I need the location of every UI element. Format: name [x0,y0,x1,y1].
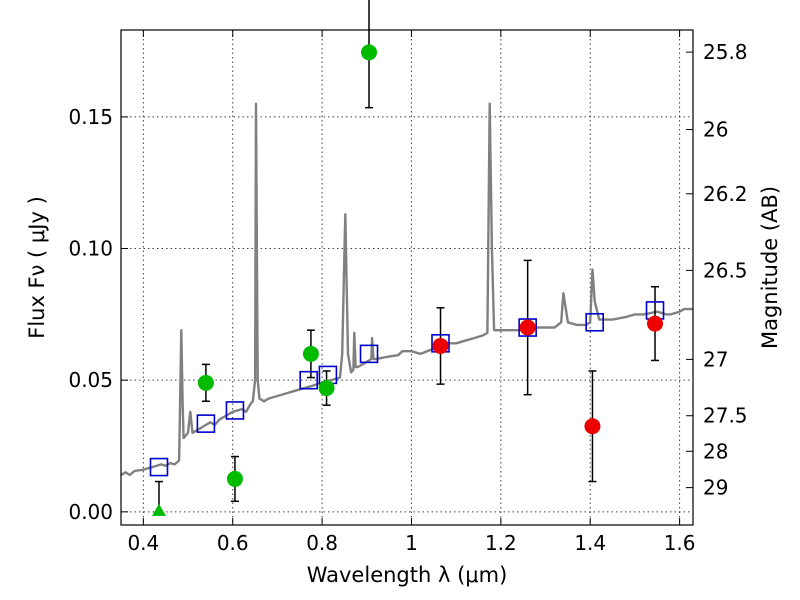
marker-layer [149,44,665,516]
y-tick-label: 0.10 [68,237,113,261]
y2-axis-label: Magnitude (AB) [758,186,782,349]
grid-lines [121,30,693,525]
y2-tick-label: 28 [703,439,728,463]
x-tick-label: 0.8 [306,531,338,555]
y-tick-label: 0.15 [68,105,113,129]
errorbar-layer [154,0,660,512]
optical-photometry-point [226,470,243,487]
model-square [585,312,604,332]
upper-limit-triangle [151,503,166,516]
x-tick-label: 0.4 [127,531,159,555]
x-tick-label: 1.4 [574,531,606,555]
y2-tick-label: 27.5 [703,404,748,428]
model-square [196,414,216,433]
optical-photometry-point [361,44,378,61]
x-tick-label: 1.6 [664,531,696,555]
tick-layer: 0.4 0.6 0.8 1 1.2 1.4 1.6 0.00 0.05 0.10 0.15 25.8 2… [68,30,748,555]
model-square [225,401,245,420]
y-tick-label: 0.00 [68,500,113,524]
y2-tick-label: 25.8 [703,40,748,64]
model-square [149,457,169,477]
ir-photometry-point [647,315,664,332]
y-axis-label: Flux Fν ( μJy ) [25,196,49,339]
y2-tick-label: 27 [703,347,728,371]
ir-photometry-point [432,337,449,354]
y2-tick-label: 26.2 [703,182,748,206]
y2-tick-label: 26 [703,118,728,142]
x-tick-label: 1 [405,531,418,555]
ir-photometry-point [584,418,601,435]
model-square [359,344,379,364]
plot-frame [120,29,694,526]
y-tick-label: 0.05 [68,368,113,392]
x-axis-label: Wavelength λ (μm) [307,563,508,587]
optical-photometry-point [197,374,214,391]
ir-photometry-point [519,319,536,336]
sed-template-line [120,102,693,477]
optical-photometry-point [302,345,319,362]
y2-tick-label: 29 [703,476,728,500]
x-tick-label: 1.2 [485,531,517,555]
x-tick-label: 0.6 [217,531,249,555]
model-square [518,318,537,337]
sed-template-layer [120,102,693,477]
y2-tick-label: 26.5 [703,258,748,282]
model-square [299,370,318,390]
optical-photometry-point [318,380,335,397]
